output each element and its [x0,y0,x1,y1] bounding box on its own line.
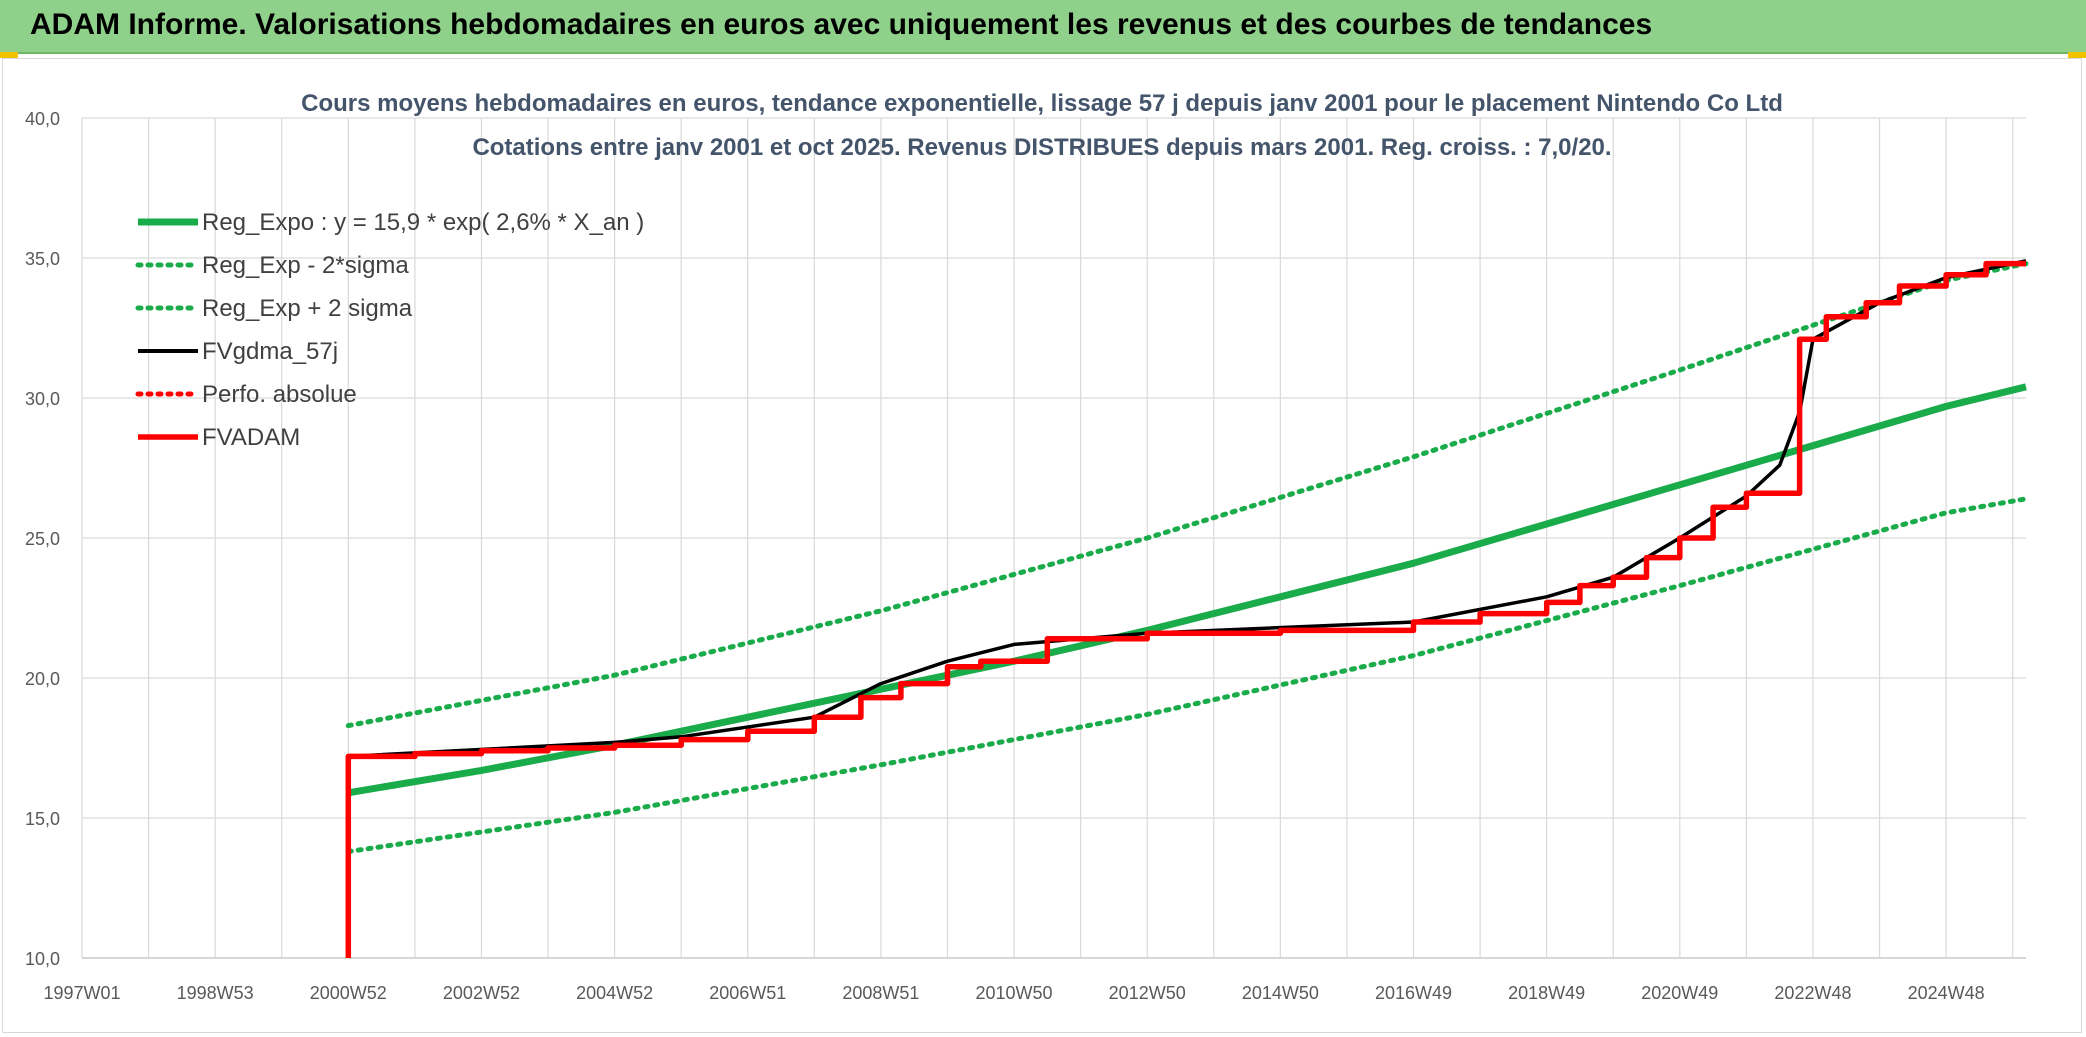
report-title: ADAM Informe. Valorisations hebdomadaire… [30,8,1653,41]
corner-mark-left [0,52,18,58]
y-tick-label: 10,0 [25,949,60,969]
chart-subtitle: Cotations entre janv 2001 et oct 2025. R… [472,134,1611,161]
y-tick-label: 15,0 [25,809,60,829]
legend-label: Reg_Expo : y = 15,9 * exp( 2,6% * X_an ) [202,209,644,236]
legend-label: Reg_Exp - 2*sigma [202,252,409,279]
x-tick-label: 2002W52 [443,983,520,1003]
legend-label: FVgdma_57j [202,338,338,365]
x-axis-labels: 1997W01 1998W53 2000W52 2002W52 2004W52 2006W… [43,983,1984,1003]
series-lines [345,259,2029,958]
x-tick-label: 2014W50 [1242,983,1319,1003]
series-line-5 [345,260,2026,958]
chart-legend: Reg_Expo : y = 15,9 * exp( 2,6% * X_an )… [135,209,644,451]
chart-frame [2,58,2082,1033]
corner-mark-right [2068,52,2086,58]
report-banner: ADAM Informe. Valorisations hebdomadaire… [0,0,2086,54]
x-tick-label: 2008W51 [842,983,919,1003]
y-tick-label: 30,0 [25,389,60,409]
grid-lines [81,117,2026,959]
x-tick-label: 2018W49 [1508,983,1585,1003]
series-line-1 [345,496,2029,855]
y-tick-label: 20,0 [25,669,60,689]
x-tick-label: 2012W50 [1109,983,1186,1003]
x-tick-label: 2004W52 [576,983,653,1003]
y-axis-labels: 10,0 15,0 20,0 25,0 30,0 35,0 40,0 [25,109,60,969]
x-tick-label: 1998W53 [177,983,254,1003]
y-tick-label: 35,0 [25,249,60,269]
legend-label: Perfo. absolue [202,381,357,408]
x-tick-label: 2024W48 [1908,983,1985,1003]
series-line-3 [348,259,2027,759]
legend-label: FVADAM [202,424,300,451]
legend-label: Reg_Exp + 2 sigma [202,295,413,322]
chart-title: Cours moyens hebdomadaires en euros, ten… [301,90,1783,117]
y-tick-label: 25,0 [25,529,60,549]
x-tick-label: 2020W49 [1641,983,1718,1003]
x-tick-label: 1997W01 [43,983,120,1003]
x-tick-label: 2022W48 [1774,983,1851,1003]
x-tick-label: 2010W50 [976,983,1053,1003]
x-tick-label: 2016W49 [1375,983,1452,1003]
y-tick-label: 40,0 [25,109,60,129]
x-tick-label: 2006W51 [709,983,786,1003]
x-tick-label: 2000W52 [310,983,387,1003]
series-line-0 [347,383,2027,797]
